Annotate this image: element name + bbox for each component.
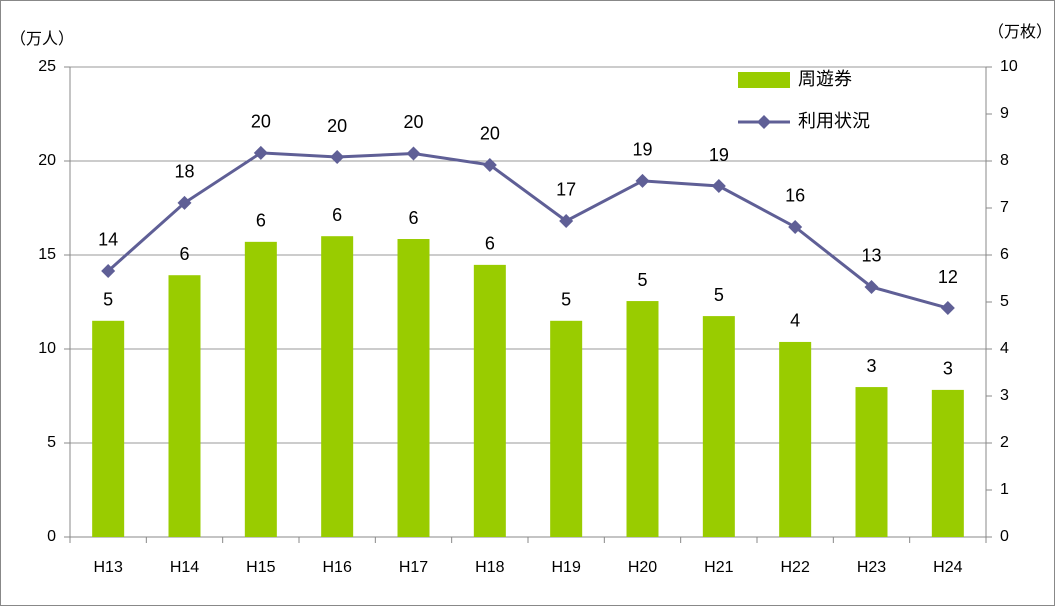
line-marker xyxy=(482,157,497,172)
bar xyxy=(931,389,964,537)
legend-label: 利用状況 xyxy=(798,111,870,131)
line-marker xyxy=(253,145,268,160)
data-label: 12 xyxy=(938,267,958,287)
data-label: 20 xyxy=(251,112,271,132)
legend-swatch xyxy=(738,72,790,88)
data-label: 5 xyxy=(103,290,113,310)
line-marker xyxy=(559,213,574,228)
line-marker xyxy=(864,279,879,294)
bar xyxy=(397,239,430,537)
data-label: 20 xyxy=(480,124,500,144)
line-marker xyxy=(101,263,116,278)
legend-swatch-marker xyxy=(757,115,771,129)
y-tick-label: 15 xyxy=(38,246,56,263)
line-marker xyxy=(406,146,421,161)
x-tick-label: H17 xyxy=(399,559,428,576)
data-label: 19 xyxy=(632,140,652,160)
line-marker xyxy=(330,150,345,165)
y-tick-label: 5 xyxy=(47,434,56,451)
line-marker xyxy=(635,173,650,188)
x-tick-label: H16 xyxy=(322,559,351,576)
x-tick-label: H24 xyxy=(933,559,962,576)
y2-tick-label: 6 xyxy=(1000,246,1009,263)
line-marker xyxy=(177,195,192,210)
bar xyxy=(550,320,583,537)
data-label: 17 xyxy=(556,180,576,200)
x-tick-label: H21 xyxy=(704,559,733,576)
x-tick-label: H22 xyxy=(780,559,809,576)
y2-tick-label: 9 xyxy=(1000,105,1009,122)
y2-tick-label: 3 xyxy=(1000,387,1009,404)
y-axis-label: （万人） xyxy=(10,30,74,48)
x-tick-label: H19 xyxy=(551,559,580,576)
y2-axis-label: （万枚） xyxy=(988,23,1052,41)
line-marker xyxy=(788,219,803,234)
bar xyxy=(244,241,277,537)
x-tick-label: H14 xyxy=(170,559,199,576)
bar xyxy=(779,341,812,537)
legend-label: 周遊券 xyxy=(798,69,852,89)
x-tick-label: H15 xyxy=(246,559,275,576)
data-label: 5 xyxy=(714,285,724,305)
y2-tick-label: 2 xyxy=(1000,434,1009,451)
data-label: 6 xyxy=(179,244,189,264)
data-label: 3 xyxy=(866,356,876,376)
data-label: 6 xyxy=(256,211,266,231)
data-label: 4 xyxy=(790,311,800,331)
line xyxy=(107,151,949,310)
bar xyxy=(321,236,354,537)
y-tick-label: 10 xyxy=(38,340,56,357)
bar xyxy=(626,301,659,537)
y-tick-label: 20 xyxy=(38,152,56,169)
x-tick-label: H23 xyxy=(857,559,886,576)
y-tick-label: 25 xyxy=(38,58,56,75)
x-tick-label: H18 xyxy=(475,559,504,576)
data-label: 19 xyxy=(709,145,729,165)
data-label: 5 xyxy=(561,290,571,310)
y2-tick-label: 8 xyxy=(1000,152,1009,169)
data-label: 16 xyxy=(785,186,805,206)
line-marker xyxy=(940,301,955,316)
y2-tick-label: 7 xyxy=(1000,199,1009,216)
bar xyxy=(702,316,735,537)
data-label: 6 xyxy=(408,208,418,228)
y2-tick-label: 5 xyxy=(1000,293,1009,310)
data-label: 20 xyxy=(403,112,423,132)
x-tick-label: H20 xyxy=(628,559,657,576)
bar xyxy=(92,320,125,537)
y2-tick-label: 1 xyxy=(1000,481,1009,498)
y-tick-label: 0 xyxy=(47,528,56,545)
line-marker xyxy=(711,179,726,194)
data-label: 20 xyxy=(327,116,347,136)
x-tick-label: H13 xyxy=(93,559,122,576)
bar xyxy=(473,264,506,537)
y2-tick-label: 10 xyxy=(1000,58,1018,75)
data-label: 3 xyxy=(943,359,953,379)
bar xyxy=(855,387,888,537)
bar xyxy=(168,275,201,537)
data-label: 18 xyxy=(174,162,194,182)
data-label: 13 xyxy=(861,246,881,266)
y2-tick-label: 4 xyxy=(1000,340,1009,357)
data-label: 14 xyxy=(98,230,118,250)
data-label: 5 xyxy=(637,270,647,290)
y2-tick-label: 0 xyxy=(1000,528,1009,545)
data-label: 6 xyxy=(332,205,342,225)
data-label: 6 xyxy=(485,234,495,254)
